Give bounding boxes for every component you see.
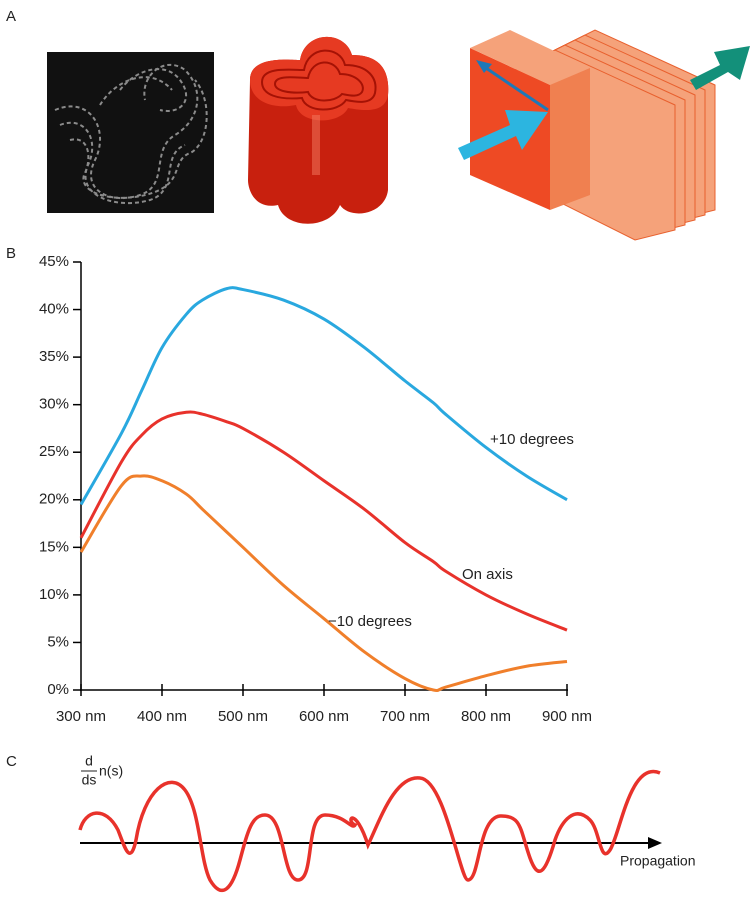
y-tick-label: 20% bbox=[39, 491, 69, 508]
panel-label: B bbox=[6, 245, 16, 262]
axis-arrow bbox=[648, 837, 662, 849]
y-tick-label: 45% bbox=[39, 253, 69, 270]
red-structure bbox=[248, 37, 388, 224]
y-tick-label: 10% bbox=[39, 586, 69, 603]
x-tick-label: 900 nm bbox=[542, 708, 592, 725]
y-tick-label: 40% bbox=[39, 301, 69, 318]
micrograph bbox=[47, 52, 214, 213]
x-tick-label: 600 nm bbox=[299, 708, 349, 725]
series-line bbox=[81, 288, 567, 505]
index-gradient-curve bbox=[80, 771, 660, 890]
y-tick-label: 25% bbox=[39, 443, 69, 460]
page: A B C bbox=[0, 0, 756, 897]
plate-stack bbox=[458, 30, 750, 240]
chart: 0% 5% 10% 15% 20% 25% 30% 35% 40% 45% 300 nm 400 nm… bbox=[39, 253, 592, 725]
x-tick-label: 400 nm bbox=[137, 708, 187, 725]
figure: A B C bbox=[0, 0, 756, 897]
panel-label: A bbox=[6, 8, 16, 25]
y-tick-label: 15% bbox=[39, 538, 69, 555]
y-tick-label: 5% bbox=[47, 633, 69, 650]
y-tick-label: 30% bbox=[39, 396, 69, 413]
panel-label: C bbox=[6, 753, 17, 770]
function-label: n(s) bbox=[99, 763, 123, 779]
series-label: On axis bbox=[462, 566, 513, 583]
x-tick-label: 300 nm bbox=[56, 708, 106, 725]
series-label: +10 degrees bbox=[490, 431, 574, 448]
x-tick-label: 700 nm bbox=[380, 708, 430, 725]
y-tick-label: 35% bbox=[39, 348, 69, 365]
y-tick-label: 0% bbox=[47, 681, 69, 698]
derivative-numerator: d bbox=[85, 753, 93, 769]
panel-c: d ds n(s) Propagation bbox=[80, 753, 696, 891]
x-tick-label: 800 nm bbox=[461, 708, 511, 725]
axis-label: Propagation bbox=[620, 853, 696, 869]
derivative-denominator: ds bbox=[82, 772, 97, 788]
series-line bbox=[81, 476, 567, 691]
series-label: −10 degrees bbox=[328, 613, 412, 630]
x-tick-label: 500 nm bbox=[218, 708, 268, 725]
